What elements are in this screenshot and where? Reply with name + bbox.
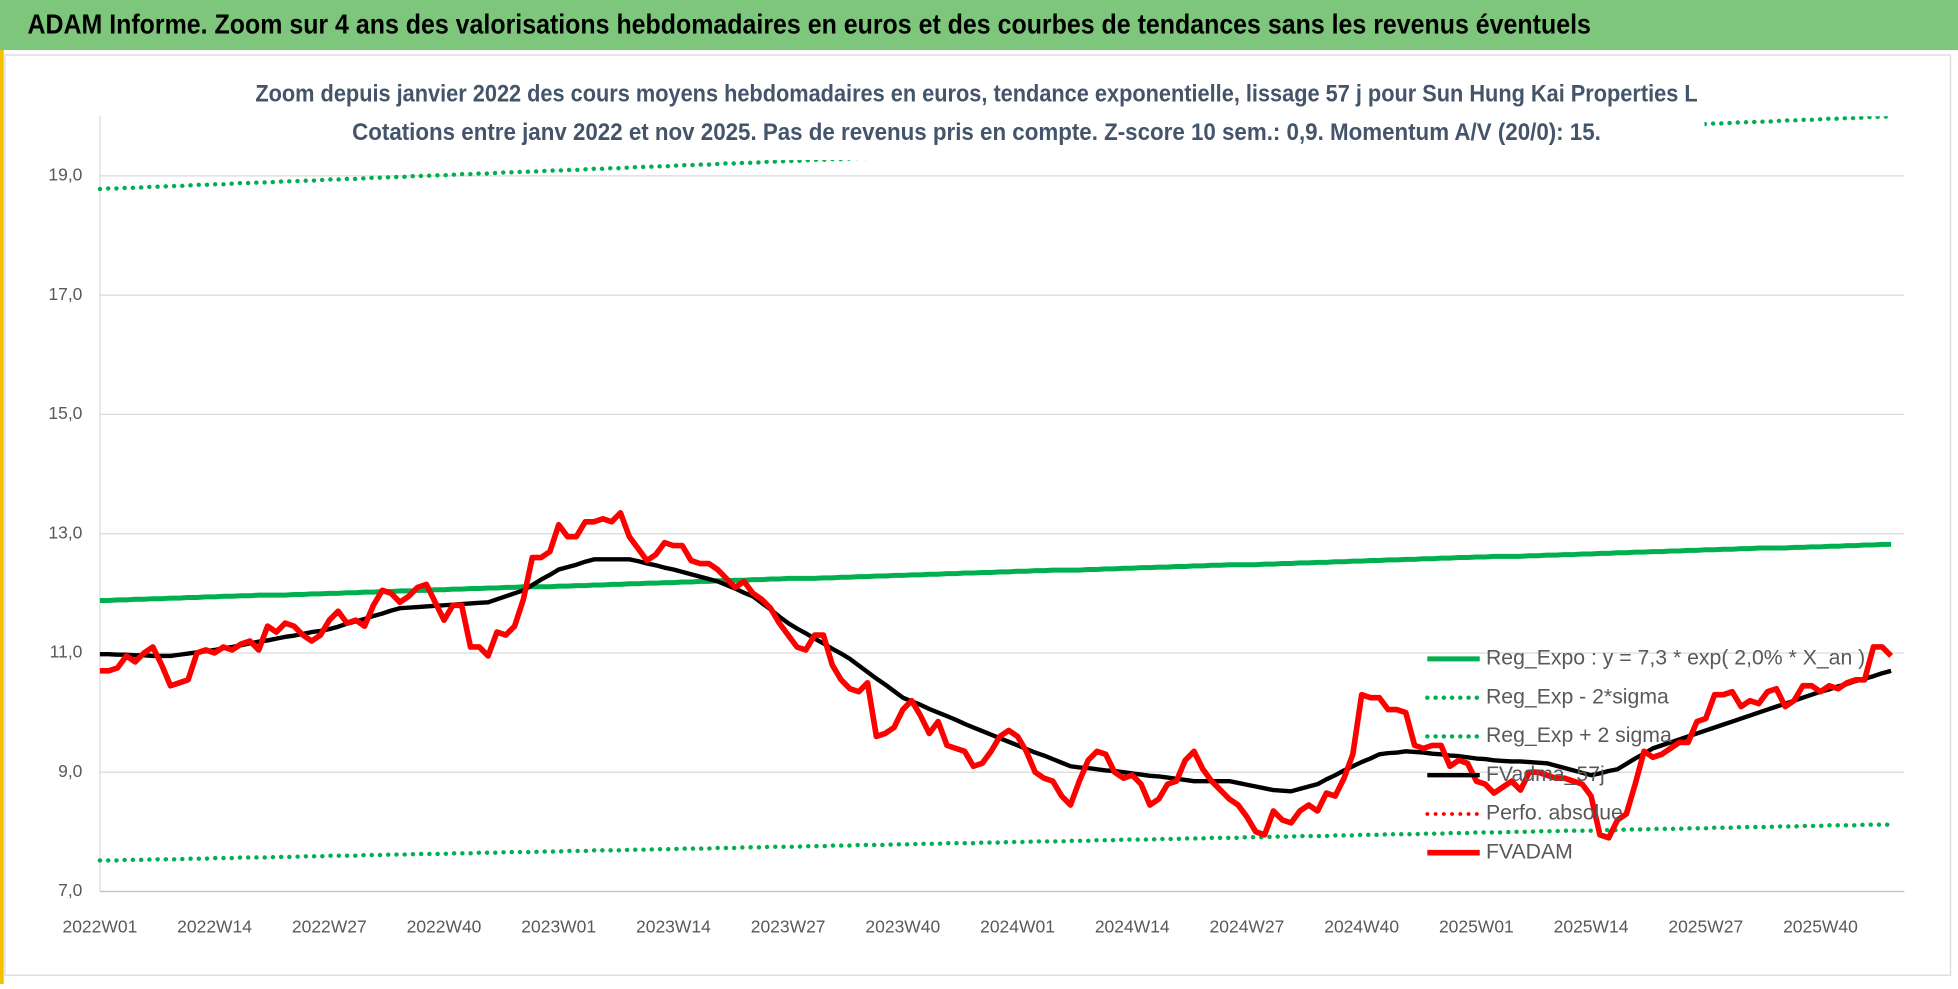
y-tick-label: 15,0 [48,403,82,423]
x-tick-label: 2023W27 [751,916,826,936]
y-tick-label: 11,0 [50,642,83,662]
x-tick-label: 2024W27 [1210,916,1285,936]
x-tick-label: 2024W40 [1324,916,1399,936]
series-line [99,510,1894,841]
x-tick-label: 2025W27 [1668,916,1743,936]
title-box [255,72,1705,161]
y-tick-label: 19,0 [48,165,82,185]
x-tick-label: 2025W01 [1439,916,1514,936]
grid: 7,0 9,0 11,0 13,0 15,0 17,0 19,0 2022W01 2022W14… [48,116,1905,936]
y-tick-label: 17,0 [48,284,82,304]
y-tick-label: 9,0 [58,761,83,781]
x-tick-label: 2023W01 [521,916,596,936]
legend: Reg_Expo : y = 7,3 * exp( 2,0% * X_an ) R… [1425,646,1865,863]
x-tick-label: 2022W40 [407,916,482,936]
legend-label: Reg_Exp + 2 sigma [1486,723,1672,747]
x-tick-label: 2022W14 [177,916,252,936]
y-tick-label: 13,0 [48,522,82,542]
header-bar [0,0,1958,51]
legend-label: Reg_Expo : y = 7,3 * exp( 2,0% * X_an ) [1486,646,1865,670]
chart-title: Zoom depuis janvier 2022 des cours moyen… [255,81,1697,107]
legend-label: FVadma_57j [1486,762,1605,786]
legend-label: Reg_Exp - 2*sigma [1486,684,1669,708]
chart-frame [4,54,1952,976]
x-tick-label: 2024W01 [980,916,1055,936]
legend-label: Perfo. absolue [1486,801,1623,825]
x-tick-label: 2023W40 [865,916,940,936]
series-line [99,541,1892,603]
plot [97,116,1894,863]
x-tick-label: 2025W14 [1554,916,1629,936]
left-edge [0,50,4,985]
x-tick-label: 2024W14 [1095,916,1170,936]
series-line [97,822,1894,863]
legend-label: FVADAM [1486,839,1573,863]
x-tick-label: 2025W40 [1783,916,1858,936]
x-tick-label: 2023W14 [636,916,711,936]
y-tick-label: 7,0 [58,880,83,900]
series-line [99,557,1892,794]
chart-subtitle: Cotations entre janv 2022 et nov 2025. P… [352,120,1601,146]
x-tick-label: 2022W01 [62,916,137,936]
header-title: ADAM Informe. Zoom sur 4 ans des valoris… [27,9,1590,40]
x-tick-label: 2022W27 [292,916,367,936]
